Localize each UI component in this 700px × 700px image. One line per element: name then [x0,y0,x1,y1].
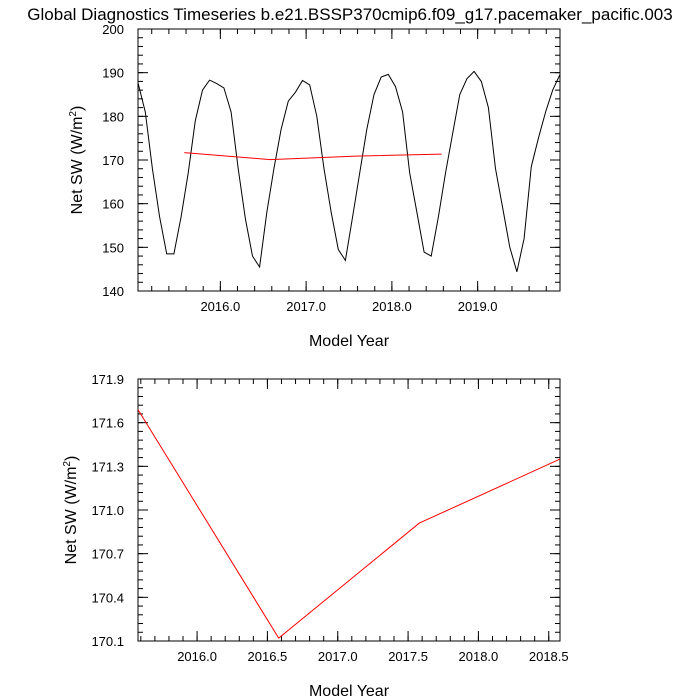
y-tick-label: 200 [102,22,124,37]
y-tick-label: 170.7 [91,547,124,562]
y-tick-label: 190 [102,66,124,81]
y-axis-label: Net SW (W/m2) [62,456,80,565]
y-tick-label: 140 [102,284,124,299]
y-tick-label: 171.3 [91,459,124,474]
x-tick-label: 2017.5 [388,649,428,664]
y-tick-label: 171.6 [91,416,124,431]
x-tick-label: 2016.5 [248,649,288,664]
x-tick-label: 2018.0 [459,649,499,664]
series-line-monthly [137,70,561,272]
y-tick-label: 150 [102,240,124,255]
chart-title: Global Diagnostics Timeseries b.e21.BSSP… [27,5,672,24]
y-tick-label: 171.0 [91,503,124,518]
y-tick-label: 160 [102,197,124,212]
y-axis-label: Net SW (W/m2) [68,106,86,215]
y-tick-label: 170.4 [91,590,124,605]
x-tick-label: 2018.5 [529,649,569,664]
x-tick-label: 2019.0 [458,299,498,314]
x-axis-label: Model Year [309,683,390,700]
bottom-panel: 2016.0 2016.5 2017.0 2017.5 2018.0 2018.5 170.… [62,372,569,700]
x-axis-label: Model Year [309,333,390,350]
x-tick-label: 2016.0 [200,299,240,314]
x-tick-label: 2017.0 [286,299,326,314]
series-line-annual [137,409,561,639]
x-tick-label: 2018.0 [372,299,412,314]
y-tick-label: 180 [102,109,124,124]
top-panel: 2016.0 2017.0 2018.0 2019.0 140 150 160 170 180 1… [68,22,561,350]
y-tick-label: 170 [102,153,124,168]
y-tick-label: 171.9 [91,372,124,387]
plot-frame [137,378,561,642]
y-tick-label: 170.1 [91,634,124,649]
x-tick-label: 2017.0 [318,649,358,664]
x-tick-label: 2016.0 [177,649,217,664]
plot-frame [137,28,561,292]
series-line-annual [184,152,442,161]
